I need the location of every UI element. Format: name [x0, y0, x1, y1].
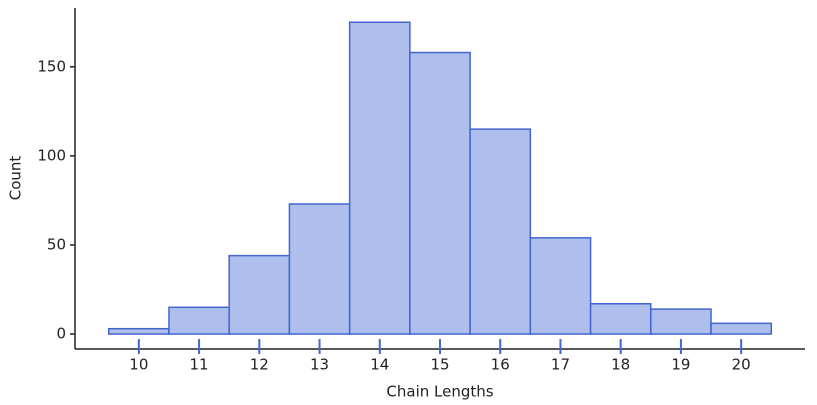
bar [589, 302, 652, 335]
y-tick-label: 150 [37, 57, 66, 75]
bar [710, 322, 773, 335]
bar [469, 128, 532, 335]
x-tick-label: 11 [190, 356, 209, 374]
x-tick-label: 18 [611, 356, 630, 374]
y-axis-label: Count [7, 156, 25, 201]
x-tick-label: 19 [671, 356, 690, 374]
x-tick-label: 14 [370, 356, 389, 374]
bar [529, 237, 592, 335]
x-tick-label: 10 [129, 356, 148, 374]
x-tick-label: 15 [430, 356, 449, 374]
y-tick-label: 50 [47, 235, 66, 253]
y-tick-label: 0 [56, 325, 66, 343]
x-tick-label: 20 [732, 356, 751, 374]
bar [650, 308, 712, 335]
bar [288, 203, 351, 335]
x-axis-label: Chain Lengths [386, 383, 493, 401]
x-tick-label: 13 [310, 356, 329, 374]
x-tick-label: 12 [250, 356, 269, 374]
bar [409, 51, 471, 335]
bar [168, 306, 230, 335]
bar [348, 21, 411, 335]
bar [228, 254, 291, 335]
bar [107, 327, 170, 335]
x-tick-label: 17 [551, 356, 570, 374]
y-tick-label: 100 [37, 146, 66, 164]
x-tick-label: 16 [491, 356, 510, 374]
